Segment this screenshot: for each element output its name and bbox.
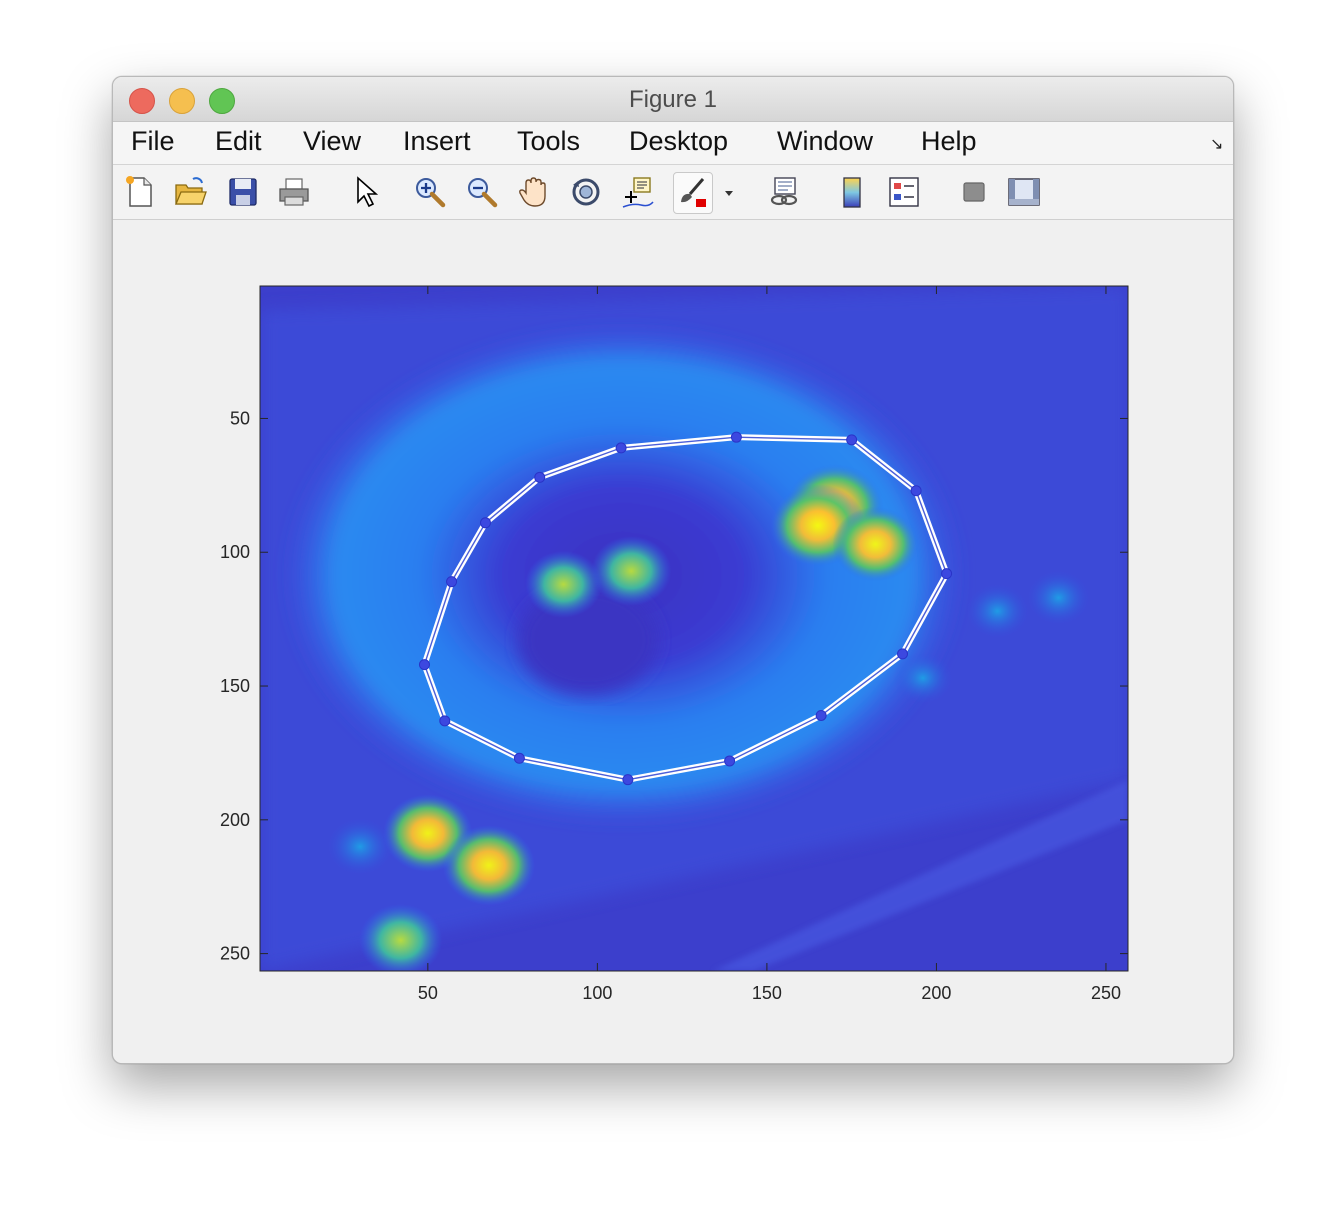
menu-file[interactable]: File bbox=[131, 126, 175, 156]
hotspot-7 bbox=[359, 904, 443, 971]
pan-hand-icon[interactable] bbox=[517, 175, 551, 209]
plot-area: 50 100 150 200 250 50 100 150 200 250 bbox=[113, 220, 1233, 1063]
window-title: Figure 1 bbox=[628, 86, 718, 113]
y-axis: 50 100 150 200 250 bbox=[220, 408, 1128, 964]
image-plot: 50 100 150 200 250 50 100 150 200 250 bbox=[220, 285, 1129, 1003]
hotspot-11 bbox=[893, 652, 953, 704]
save-icon[interactable] bbox=[226, 175, 260, 209]
menu-bar: File Edit View Insert Tools Desktop Wind… bbox=[113, 122, 1233, 165]
y-tick-label: 100 bbox=[220, 542, 250, 562]
roi-vertex-5[interactable] bbox=[815, 709, 827, 721]
y-tick-label: 150 bbox=[220, 676, 250, 696]
hotspot-4 bbox=[524, 550, 603, 618]
hotspot-6 bbox=[442, 825, 535, 906]
show-plot-tools-icon[interactable] bbox=[1007, 175, 1041, 209]
roi-vertex-1[interactable] bbox=[846, 434, 858, 446]
hotspot-2 bbox=[832, 506, 919, 582]
x-tick-label: 150 bbox=[752, 983, 782, 1003]
legend-icon[interactable] bbox=[887, 175, 921, 209]
x-tick-label: 50 bbox=[418, 983, 438, 1003]
hide-plot-tools-icon[interactable] bbox=[957, 175, 991, 209]
menu-tools[interactable]: Tools bbox=[517, 126, 581, 156]
y-tick-label: 250 bbox=[220, 944, 250, 964]
title-bar: Figure 1 bbox=[113, 77, 1233, 122]
figure-toolbar bbox=[113, 165, 1233, 220]
edit-plot-arrow-icon[interactable] bbox=[349, 175, 383, 209]
close-window-button[interactable] bbox=[129, 88, 155, 114]
roi-vertex-6[interactable] bbox=[724, 755, 736, 767]
brush-dropdown-icon[interactable] bbox=[719, 175, 739, 209]
brush-icon[interactable] bbox=[675, 175, 709, 209]
x-tick-label: 200 bbox=[921, 983, 951, 1003]
figure-window: Figure 1 File Edit View Insert Tools Des… bbox=[112, 76, 1234, 1064]
roi-vertex-0[interactable] bbox=[730, 431, 742, 443]
new-figure-icon[interactable] bbox=[123, 175, 157, 209]
maximize-window-button[interactable] bbox=[209, 88, 235, 114]
roi-vertex-14[interactable] bbox=[615, 442, 627, 454]
x-tick-label: 100 bbox=[582, 983, 612, 1003]
print-icon[interactable] bbox=[277, 175, 311, 209]
axes-box bbox=[259, 285, 1129, 972]
roi-inner-line bbox=[423, 436, 948, 781]
dock-figure-icon[interactable]: ↘ bbox=[1210, 136, 1224, 153]
menu-desktop[interactable]: Desktop bbox=[629, 126, 729, 156]
link-plot-icon[interactable] bbox=[767, 175, 801, 209]
zoom-out-icon[interactable] bbox=[465, 175, 499, 209]
roi-vertex-13[interactable] bbox=[534, 471, 546, 483]
roi-vertex-9[interactable] bbox=[439, 715, 451, 727]
roi-vertex-12[interactable] bbox=[479, 517, 491, 529]
y-tick-label: 200 bbox=[220, 810, 250, 830]
minimize-window-button[interactable] bbox=[169, 88, 195, 114]
roi-vertex-10[interactable] bbox=[418, 659, 430, 671]
roi-vertex-3[interactable] bbox=[941, 568, 953, 580]
open-file-icon[interactable] bbox=[173, 175, 207, 209]
rotate-3d-icon[interactable] bbox=[569, 175, 603, 209]
zoom-in-icon[interactable] bbox=[413, 175, 447, 209]
hotspot-3 bbox=[591, 536, 672, 606]
menu-view[interactable]: View bbox=[303, 126, 362, 156]
heatmap-image bbox=[260, 286, 1128, 971]
roi-vertex-8[interactable] bbox=[513, 752, 525, 764]
brush-button-frame[interactable] bbox=[673, 172, 713, 214]
x-tick-label: 250 bbox=[1091, 983, 1121, 1003]
hotspot-8 bbox=[327, 818, 393, 875]
polygon-roi[interactable] bbox=[418, 431, 953, 786]
menu-insert[interactable]: Insert bbox=[403, 126, 471, 156]
x-axis: 50 100 150 200 250 bbox=[418, 286, 1121, 1003]
hotspot-9 bbox=[966, 584, 1029, 639]
roi-vertex-11[interactable] bbox=[446, 576, 458, 588]
y-tick-label: 50 bbox=[230, 408, 250, 428]
menu-window[interactable]: Window bbox=[777, 126, 874, 156]
roi-vertex-7[interactable] bbox=[622, 774, 634, 786]
roi-vertex-4[interactable] bbox=[897, 648, 909, 660]
menu-help[interactable]: Help bbox=[921, 126, 977, 156]
roi-vertex-2[interactable] bbox=[910, 485, 922, 497]
hotspot-10 bbox=[1027, 570, 1090, 625]
colorbar-icon[interactable] bbox=[835, 175, 869, 209]
data-cursor-icon[interactable] bbox=[621, 175, 655, 209]
menu-edit[interactable]: Edit bbox=[215, 126, 262, 156]
